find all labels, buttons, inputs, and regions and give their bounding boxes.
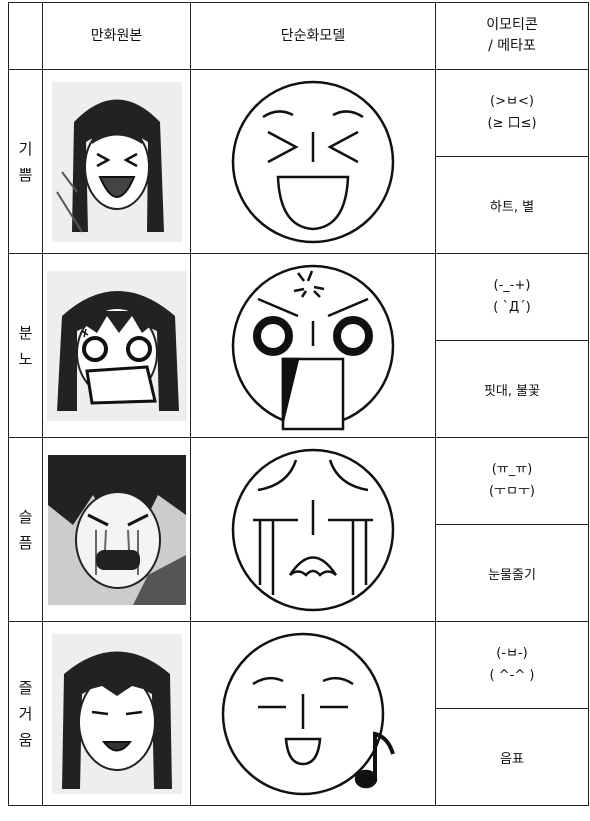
emoticon: (≥ 口≤)	[487, 116, 537, 131]
model-cell	[190, 253, 436, 438]
model-cell	[190, 69, 436, 254]
emoticon: (-ㅂ-)	[496, 646, 528, 661]
metaphor-cell: 하트, 별	[435, 156, 589, 254]
original-cell	[42, 253, 191, 438]
emoticon: ( `Д´)	[493, 300, 531, 315]
header-blank	[8, 2, 43, 70]
manga-image	[47, 454, 186, 605]
row: 하트, 별	[9, 156, 589, 254]
manga-image	[51, 633, 182, 794]
manga-image	[46, 270, 187, 421]
metaphor-cell: 눈물줄기	[435, 524, 589, 622]
emotion-cell: 기쁨	[8, 69, 43, 254]
header-row: 만화원본 단순화모델 이모티콘 / 메타포	[8, 2, 589, 70]
model-cell	[190, 437, 436, 622]
emoticon-cell: (>ㅂ<) (≥ 口≤)	[435, 69, 589, 157]
original-cell	[42, 621, 191, 806]
emoticon: ( ^-^ )	[489, 668, 535, 683]
emotion-cell: 슬픔	[8, 437, 43, 622]
emotion-label: 기쁨	[18, 139, 33, 184]
model-face	[231, 264, 395, 430]
emotion-label: 분노	[18, 323, 33, 368]
emotion-cell: 분노	[8, 253, 43, 438]
original-cell	[42, 437, 191, 622]
original-cell	[42, 69, 191, 254]
header-cell: 만화원본	[42, 2, 191, 70]
row: 핏대, 불꽃	[9, 340, 589, 438]
model-face	[231, 448, 395, 611]
row: 슬픔 (ㅠ_ㅠ) (ㅜㅁㅜ)	[8, 437, 589, 622]
row: 즐거움 (-ㅂ-) ( ^-^ )	[8, 621, 589, 806]
emotion-table: 만화원본 단순화모델 이모티콘 / 메타포 기쁨 (>ㅂ<) (≥ 口≤) 하트, …	[8, 2, 589, 806]
emoticon: (ㅜㅁㅜ)	[488, 484, 536, 499]
row: 음표	[9, 708, 589, 806]
emotion-label: 슬픔	[18, 507, 33, 552]
header-text: 이모티콘	[486, 17, 538, 33]
metaphor-cell: 음표	[435, 708, 589, 806]
emotion-cell: 즐거움	[8, 621, 43, 806]
metaphor-cell: 핏대, 불꽃	[435, 340, 589, 438]
model-cell	[190, 621, 436, 806]
emoticon-cell: (-ㅂ-) ( ^-^ )	[435, 621, 589, 709]
emoticon-cell: (-_-+) ( `Д´)	[435, 253, 589, 341]
emoticon: (ㅠ_ㅠ)	[491, 462, 533, 477]
header-cell: 이모티콘 / 메타포	[435, 2, 589, 70]
model-face	[221, 632, 395, 795]
header-cell: 단순화모델	[190, 2, 436, 70]
header-text: / 메타포	[488, 38, 536, 54]
manga-image	[51, 81, 182, 242]
emoticon-cell: (ㅠ_ㅠ) (ㅜㅁㅜ)	[435, 437, 589, 525]
row: 분노 (-_-+) ( `Д´)	[8, 253, 589, 438]
emoticon: (>ㅂ<)	[490, 94, 534, 109]
emoticon: (-_-+)	[493, 278, 531, 293]
emotion-label: 즐거움	[18, 678, 33, 749]
model-face	[231, 80, 395, 243]
row: 기쁨 (>ㅂ<) (≥ 口≤)	[8, 69, 589, 254]
